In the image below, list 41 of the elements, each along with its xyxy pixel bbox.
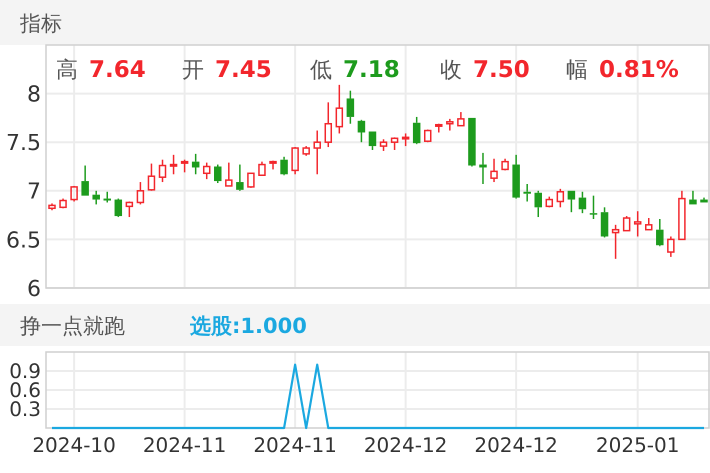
candlestick (104, 191, 112, 204)
candlestick (192, 153, 200, 176)
annotation: 0.81% (599, 57, 679, 83)
candlestick (590, 194, 598, 220)
x-tick-label: 2024-12 (474, 433, 558, 457)
candlestick (313, 130, 321, 176)
annotation: 开 (182, 58, 204, 83)
y-tick-label: 6 (27, 276, 41, 302)
annotation: 高 (56, 58, 78, 83)
annotation: 低 (310, 58, 332, 83)
annotation: 幅 (566, 58, 588, 83)
candlestick (600, 206, 608, 238)
candlestick (236, 164, 244, 192)
x-tick-label: 2025-01 (596, 433, 680, 457)
annotation: 7.64 (89, 57, 146, 83)
series-label: 选股:1.000 (189, 314, 307, 338)
x-tick-label: 2024-10 (32, 433, 116, 457)
candlestick (214, 164, 222, 184)
candlestick (479, 152, 487, 185)
annotation: 7.50 (473, 57, 530, 83)
x-tick-label: 2024-11 (253, 433, 337, 457)
y-tick-label: 7 (27, 180, 41, 205)
y-tick-label: 8 (27, 82, 41, 108)
y-tick-label: 7.5 (6, 131, 41, 156)
candlestick (358, 119, 366, 143)
candlestick (346, 90, 354, 124)
y-tick-label: 6.5 (6, 228, 41, 254)
candlestick (512, 154, 520, 200)
candlestick (92, 190, 100, 206)
candlestick (114, 198, 122, 218)
candlestick (634, 210, 642, 238)
annotation: 7.45 (215, 57, 272, 83)
x-tick-label: 2024-11 (142, 433, 226, 457)
chart-title: 指标 (19, 12, 62, 36)
x-tick-label: 2024-12 (364, 433, 448, 457)
candlestick (656, 218, 664, 247)
candlestick (412, 116, 420, 145)
annotation: 7.18 (343, 57, 400, 83)
annotation: 收 (440, 58, 462, 83)
chart-title: 挣一点就跑 (20, 314, 125, 338)
candlestick (578, 191, 586, 214)
